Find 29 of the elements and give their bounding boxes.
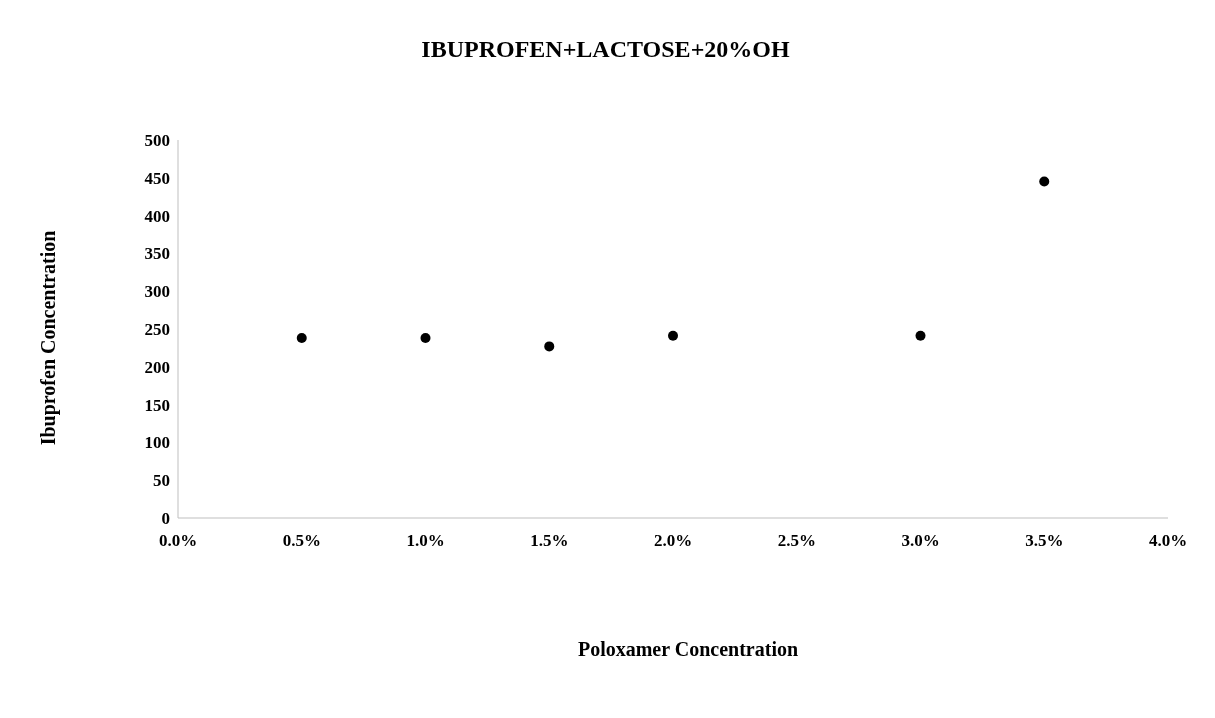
point <box>420 333 431 344</box>
x-tick-label: 2.5% <box>777 531 816 551</box>
y-tick-label: 0 <box>161 509 170 529</box>
y-tick-label: 350 <box>144 244 170 264</box>
x-tick-label: 0.5% <box>282 531 321 551</box>
y-tick-label: 250 <box>144 320 170 340</box>
x-tick-label: 2.0% <box>653 531 693 551</box>
y-tick-label: 500 <box>144 131 170 151</box>
chart-title: IBUPROFEN+LACTOSE+20%OH <box>420 36 791 63</box>
x-tick-label: 3.5% <box>1025 531 1064 551</box>
point <box>668 330 678 341</box>
x-tick-label: 4.0% <box>1148 531 1188 551</box>
y-tick-label: 150 <box>144 395 170 415</box>
x-tick-label: 3.0% <box>901 531 940 551</box>
point <box>544 341 555 352</box>
x-tick-label: 0.0% <box>158 531 198 551</box>
point <box>1039 176 1050 187</box>
x-axis-title: Poloxamer Concentration <box>576 638 800 661</box>
y-tick-label: 450 <box>144 168 170 188</box>
y-tick-label: 100 <box>144 433 170 453</box>
point <box>296 333 307 344</box>
y-tick-label: 50 <box>153 471 170 491</box>
y-tick-label: 200 <box>144 357 170 377</box>
x-tick-label: 1.5% <box>530 531 569 551</box>
x-tick-label: 1.0% <box>406 531 445 551</box>
point <box>915 330 926 341</box>
y-tick-label: 300 <box>144 282 170 302</box>
y-axis-title: Ibuprofen Concentration <box>36 230 60 446</box>
y-tick-label: 400 <box>144 206 170 226</box>
